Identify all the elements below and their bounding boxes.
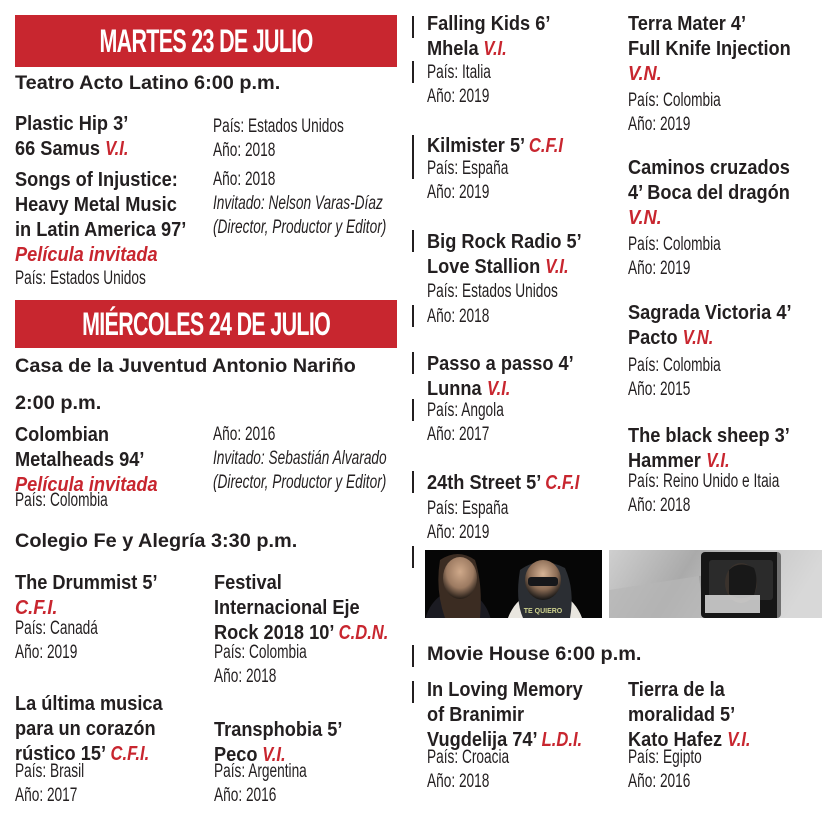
svg-text:TE QUIERO: TE QUIERO <box>524 608 563 615</box>
